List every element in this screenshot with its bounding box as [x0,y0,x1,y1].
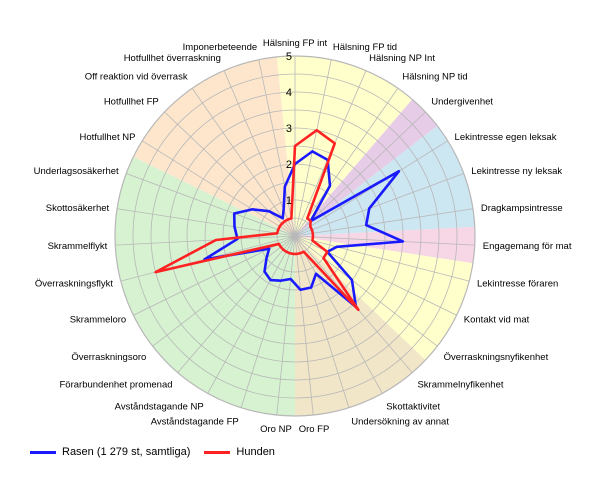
sector-background-7 [133,56,295,236]
category-label: Hotfullhet FP [104,96,159,107]
grid-spoke [294,235,350,408]
legend-swatch-hunden [204,450,231,454]
series-line-rasen [203,150,405,309]
category-label: Hälsning NP Int [369,53,435,64]
grid-spoke [258,59,296,237]
grid-spoke [276,235,296,416]
category-label: Imponerbeteende [183,42,257,53]
category-label: Skottosäkerhet [46,203,110,214]
category-label: Oro NP [260,424,292,435]
grid-spoke [294,235,314,416]
category-label: Underlagsosäkerhet [34,166,119,177]
tick-label: 1 [286,195,292,207]
sector-background-0 [276,56,413,237]
grid-spoke [294,235,470,282]
category-label: Skrammelnyfikenhet [417,380,503,391]
tick-label: 5 [286,51,292,63]
category-label: Överraskningsoro [71,352,146,363]
legend-item-rasen: Rasen (1 279 st, samtliga) [30,446,190,458]
grid-spoke [294,208,473,237]
category-label: Skrammeloro [70,314,127,325]
category-label: Hälsning FP tid [333,42,397,53]
grid-spoke [115,235,296,246]
grid-spoke [117,208,296,237]
radial-tick-labels: 1 2 3 4 5 [286,51,292,207]
category-label: Oro FP [299,424,330,435]
category-label: Hotfullhet NP [79,132,135,143]
legend: Rasen (1 279 st, samtliga) Hunden [30,446,275,458]
radar-grid [114,55,476,417]
category-label: Lekintresse ny leksak [471,166,562,177]
legend-label-rasen: Rasen (1 279 st, samtliga) [62,446,191,458]
sector-background-3 [295,226,475,264]
grid-spoke [142,140,296,237]
category-label: Överraskningsflykt [35,279,113,290]
category-label: Överraskningsnyfikenhet [444,352,549,363]
category-label: Skrammelflykt [48,241,108,252]
category-label: Förarbundenhet promenad [60,380,173,391]
grid-spoke [126,173,296,237]
sector-background-6 [114,156,296,416]
grid-spoke [294,111,426,237]
sector-background-5 [295,236,426,416]
grid-spoke [240,235,296,408]
tick-label: 3 [286,123,292,135]
grid-spoke [164,111,296,237]
grid-spoke [294,235,383,394]
series-line-hunden [154,128,360,312]
category-label: Lekintresse egen leksak [455,132,557,143]
category-label: Engagemang för mat [483,241,572,252]
category-label: Dragkampsintresse [481,203,563,214]
category-label: Off reaktion vid överrask [85,72,188,83]
category-label: Avståndstagande NP [115,401,204,412]
category-label: Hotfullhet överraskning [124,53,221,64]
grid-spoke [294,235,475,246]
legend-label-hunden: Hunden [236,446,275,458]
category-label: Hälsning NP tid [402,72,467,83]
grid-spoke [152,235,296,347]
tick-label: 2 [286,159,292,171]
tick-label: 4 [286,87,292,99]
grid-spoke [177,235,296,373]
category-label: Skottaktivitet [386,401,440,412]
legend-item-hunden: Hunden [204,446,275,458]
grid-spoke [294,235,438,347]
legend-swatch-rasen [30,450,56,454]
category-label: Kontakt vid mat [464,314,530,325]
grid-spoke [294,173,464,237]
grid-spoke [207,235,296,394]
category-label: Lekintresse föraren [477,279,558,290]
grid-spoke [294,59,332,237]
grid-spoke [294,140,448,237]
grid-spoke [191,88,296,237]
grid-spoke [294,88,399,237]
category-label: Hälsning FP int [263,38,328,49]
category-label: Undersökning av annat [351,416,449,427]
category-label: Avståndstagande FP [151,416,239,427]
category-label: Undergivenhet [431,96,493,107]
radar-series [154,128,405,312]
